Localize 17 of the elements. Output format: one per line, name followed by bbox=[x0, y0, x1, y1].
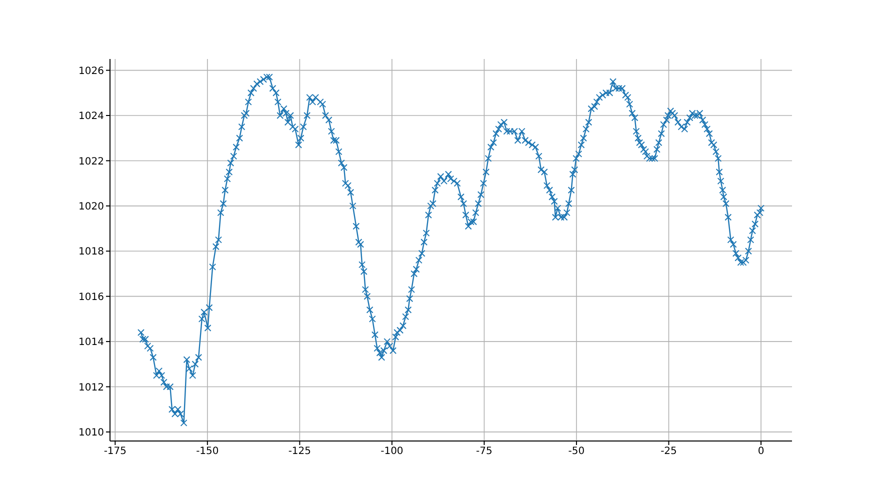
y-tick-label: 1022 bbox=[78, 156, 104, 168]
x-tick-label: 0 bbox=[758, 446, 764, 458]
x-tick-label: -150 bbox=[196, 446, 219, 458]
y-tick-label: 1024 bbox=[78, 111, 104, 122]
y-tick-label: 1026 bbox=[78, 66, 104, 77]
y-tick-label: 1014 bbox=[78, 337, 104, 348]
y-tick-label: 1018 bbox=[78, 246, 104, 258]
x-tick-label: -75 bbox=[476, 446, 492, 458]
y-tick-label: 1020 bbox=[78, 201, 104, 212]
x-tick-label: -175 bbox=[104, 446, 127, 458]
x-tick-label: -100 bbox=[380, 446, 404, 458]
x-tick-label: -125 bbox=[288, 446, 312, 458]
y-tick-label: 1010 bbox=[78, 428, 104, 439]
x-tick-label: -50 bbox=[568, 446, 585, 458]
y-tick-label: 1016 bbox=[78, 292, 104, 303]
y-tick-label: 1012 bbox=[78, 382, 104, 394]
x-tick-label: -25 bbox=[660, 446, 677, 458]
